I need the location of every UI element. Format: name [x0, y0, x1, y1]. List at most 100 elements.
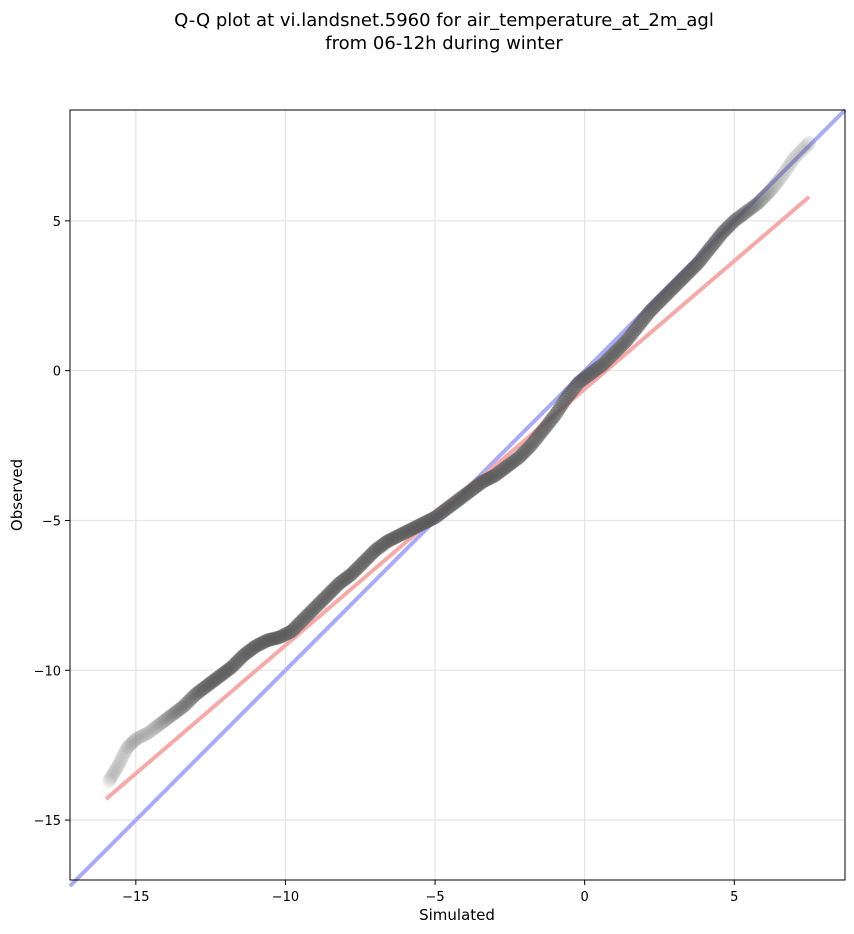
quantile-point [196, 681, 211, 696]
quantile-point [212, 669, 227, 684]
quantile-point [114, 752, 129, 767]
quantile-point [302, 606, 317, 621]
quantile-point [727, 213, 742, 228]
quantile-point [173, 701, 188, 716]
quantile-point [205, 674, 220, 689]
quantile-point [700, 244, 715, 259]
quantile-point [389, 529, 404, 544]
quantile-point [392, 528, 407, 543]
quantile-point [636, 313, 651, 328]
quantile-point [312, 595, 327, 610]
quantile-point [748, 198, 763, 213]
quantile-point [181, 694, 196, 709]
quantile-point [483, 470, 498, 485]
quantile-point [742, 202, 757, 217]
quantile-point [202, 677, 217, 692]
quantile-point [269, 631, 284, 646]
quantile-point [383, 532, 398, 547]
grid-lines [70, 110, 845, 880]
quantile-point [335, 574, 350, 589]
quantile-point [659, 287, 674, 302]
quantile-point [408, 520, 423, 535]
quantile-point [435, 504, 450, 519]
quantile-point [564, 385, 579, 400]
quantile-point [773, 170, 788, 185]
x-tick-label: −5 [425, 890, 444, 905]
quantile-point [380, 534, 395, 549]
quantile-point [585, 365, 600, 380]
quantile-point [193, 683, 208, 698]
quantile-point [232, 652, 247, 667]
quantile-point [329, 579, 344, 594]
quantile-point [123, 737, 138, 752]
quantile-point [486, 469, 501, 484]
quantile-point [591, 361, 606, 376]
quantile-point [152, 717, 167, 732]
quantile-point [348, 562, 363, 577]
quantile-point [721, 219, 736, 234]
quantile-point [547, 408, 562, 423]
quantile-point [502, 457, 517, 472]
quantile-point [615, 338, 630, 353]
quantile-point [719, 221, 734, 236]
quantile-point [480, 472, 495, 487]
quantile-point [679, 267, 694, 282]
quantile-point [739, 204, 754, 219]
quantile-point [276, 628, 291, 643]
quantile-point [642, 305, 657, 320]
quantile-point [245, 641, 260, 656]
quantile-point [342, 568, 357, 583]
quantile-point [163, 709, 178, 724]
quantile-point [247, 640, 262, 655]
quantile-point [597, 356, 612, 371]
quantile-point [472, 476, 487, 491]
quantile-point [487, 468, 502, 483]
y-tick-label: 5 [53, 215, 61, 230]
quantile-point [110, 759, 125, 774]
quantile-point [561, 388, 576, 403]
quantile-point [568, 379, 583, 394]
quantile-point [215, 667, 230, 682]
quantile-point [594, 358, 609, 373]
axis-ticks: −15 −10 −5 0 5 −15 −10 −5 0 5 [34, 215, 739, 905]
quantile-point [127, 733, 142, 748]
quantile-point [776, 166, 791, 181]
quantile-point [294, 613, 309, 628]
quantile-point [223, 661, 238, 676]
quantile-point [273, 629, 288, 644]
quantile-point [288, 619, 303, 634]
quantile-point [254, 636, 269, 651]
quantile-point [182, 693, 197, 708]
quantile-point [709, 233, 724, 248]
quantile-point [495, 462, 510, 477]
quantile-point [104, 770, 119, 785]
quantile-point [386, 531, 401, 546]
quantile-point [410, 519, 425, 534]
quantile-point [622, 329, 637, 344]
quantile-point [366, 544, 381, 559]
quantile-point [784, 155, 799, 170]
quantile-point [588, 363, 603, 378]
quantile-point [264, 632, 279, 647]
quantile-point [124, 736, 139, 751]
quantile-point [676, 270, 691, 285]
quantile-point [256, 635, 271, 650]
quantile-point [356, 555, 371, 570]
quantile-point [126, 734, 141, 749]
quantile-point [326, 582, 341, 597]
quantile-point [715, 225, 730, 240]
quantile-point [541, 416, 556, 431]
quantile-point [372, 540, 387, 555]
quantile-point [653, 293, 668, 308]
quantile-point [789, 149, 804, 164]
quantile-point [103, 772, 118, 787]
quantile-point [478, 473, 493, 488]
x-tick-label: 5 [730, 890, 738, 905]
quantile-point [457, 488, 472, 502]
quantile-point [134, 729, 149, 744]
y-tick-label: 0 [53, 365, 61, 380]
quantile-point [462, 484, 477, 499]
quantile-point [535, 423, 550, 438]
quantile-point [250, 638, 265, 653]
